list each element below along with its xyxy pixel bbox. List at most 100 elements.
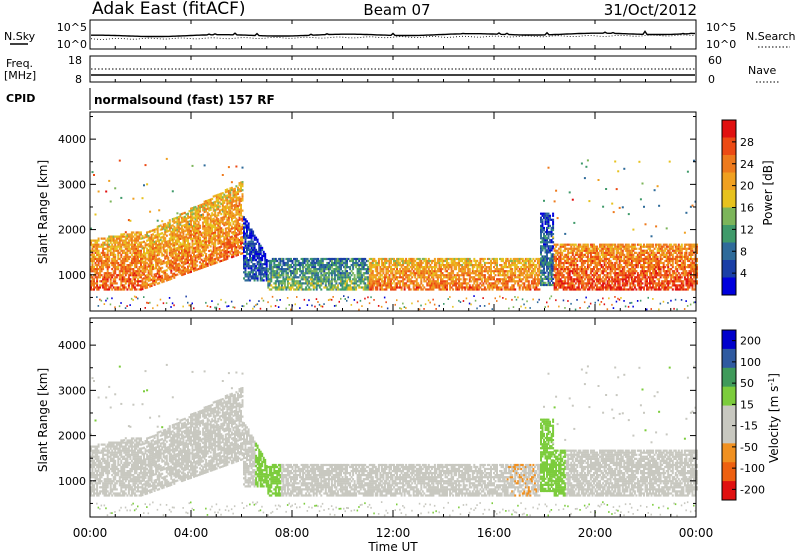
radar-cell — [90, 253, 92, 256]
radar-cell — [203, 239, 206, 242]
radar-cell — [137, 284, 139, 287]
radar-cell — [499, 272, 502, 275]
radar-cell — [221, 220, 224, 223]
radar-cell — [243, 222, 245, 225]
radar-cell — [173, 221, 176, 224]
radar-cell — [206, 211, 209, 214]
radar-cell — [200, 254, 203, 257]
radar-cell — [299, 268, 302, 271]
radar-cell — [237, 225, 239, 228]
radar-cell — [520, 266, 523, 269]
radar-cell — [253, 269, 256, 272]
radar-cell — [105, 282, 108, 285]
radar-cell — [423, 278, 426, 281]
radar-cell — [149, 285, 152, 288]
radar-cell — [143, 273, 145, 276]
radar-cell — [518, 288, 521, 291]
radar-cell — [96, 266, 99, 269]
radar-cell — [100, 251, 103, 254]
radar-cell — [282, 276, 285, 279]
radar-cell — [167, 262, 170, 265]
radar-cell — [226, 198, 229, 201]
radar-cell — [191, 245, 194, 248]
radar-cell — [221, 204, 224, 207]
radar-cell — [296, 270, 298, 273]
radar-cell — [165, 244, 168, 247]
radar-cell — [140, 245, 142, 248]
radar-cell — [121, 266, 124, 269]
radar-cell — [190, 256, 192, 259]
radar-cell — [196, 246, 199, 249]
radar-cell — [133, 259, 136, 263]
radar-cell — [300, 284, 303, 287]
radar-cell — [246, 302, 248, 305]
radar-cell — [376, 274, 379, 277]
radar-cell — [380, 286, 383, 289]
radar-cell — [427, 268, 430, 271]
radar-cell — [188, 210, 191, 213]
radar-cell — [191, 251, 194, 254]
radar-cell — [106, 278, 109, 281]
radar-cell — [143, 265, 145, 268]
radar-cell — [93, 270, 95, 273]
radar-cell — [170, 239, 173, 242]
radar-cell — [121, 251, 124, 254]
radar-cell — [209, 261, 212, 264]
radar-cell — [402, 302, 404, 305]
radar-cell — [215, 204, 218, 207]
radar-cell — [132, 235, 135, 238]
radar-cell — [341, 278, 344, 281]
radar-cell — [256, 238, 259, 241]
radar-cell — [155, 275, 158, 278]
radar-cell — [174, 249, 177, 252]
radar-cell — [308, 259, 311, 263]
radar-cell — [144, 268, 147, 271]
radar-cell — [241, 252, 244, 255]
radar-cell — [118, 305, 121, 308]
radar-cell — [153, 236, 156, 240]
radar-cell — [297, 259, 300, 263]
radar-cell — [149, 238, 152, 241]
radar-cell — [194, 222, 197, 225]
radar-cell — [214, 215, 217, 218]
radar-cell — [183, 224, 186, 227]
radar-cell — [140, 257, 142, 261]
radar-cell — [276, 278, 279, 281]
radar-cell — [156, 235, 159, 238]
radar-cell — [420, 286, 423, 289]
radar-cell — [205, 228, 208, 231]
radar-cell — [150, 233, 153, 237]
radar-cell — [240, 212, 242, 215]
radar-cell — [340, 266, 342, 269]
radar-cell — [153, 228, 156, 231]
radar-cell — [468, 302, 471, 305]
radar-cell — [350, 270, 353, 273]
radar-cell — [205, 202, 208, 205]
radar-cell — [199, 216, 202, 219]
radar-cell — [144, 284, 147, 288]
freq-right-tick-top: 60 — [708, 54, 722, 67]
radar-cell — [217, 258, 220, 262]
radar-cell — [399, 307, 401, 310]
radar-cell — [100, 299, 103, 302]
radar-cell — [133, 286, 136, 289]
radar-cell — [226, 188, 229, 191]
radar-cell — [152, 307, 154, 310]
radar-cell — [129, 233, 132, 236]
radar-cell — [153, 255, 156, 258]
radar-cell — [182, 255, 185, 258]
radar-cell — [108, 288, 111, 291]
radar-cell — [149, 246, 152, 249]
radar-cell — [523, 284, 526, 287]
radar-cell — [196, 229, 199, 232]
radar-cell — [479, 259, 482, 263]
radar-cell — [146, 247, 149, 250]
radar-cell — [424, 257, 427, 261]
radar-cell — [130, 284, 133, 287]
radar-cell — [138, 268, 141, 271]
radar-cell — [168, 266, 171, 269]
radar-cell — [480, 268, 483, 271]
radar-cell — [221, 200, 224, 203]
radar-cell — [238, 232, 241, 236]
radar-cell — [156, 237, 159, 240]
